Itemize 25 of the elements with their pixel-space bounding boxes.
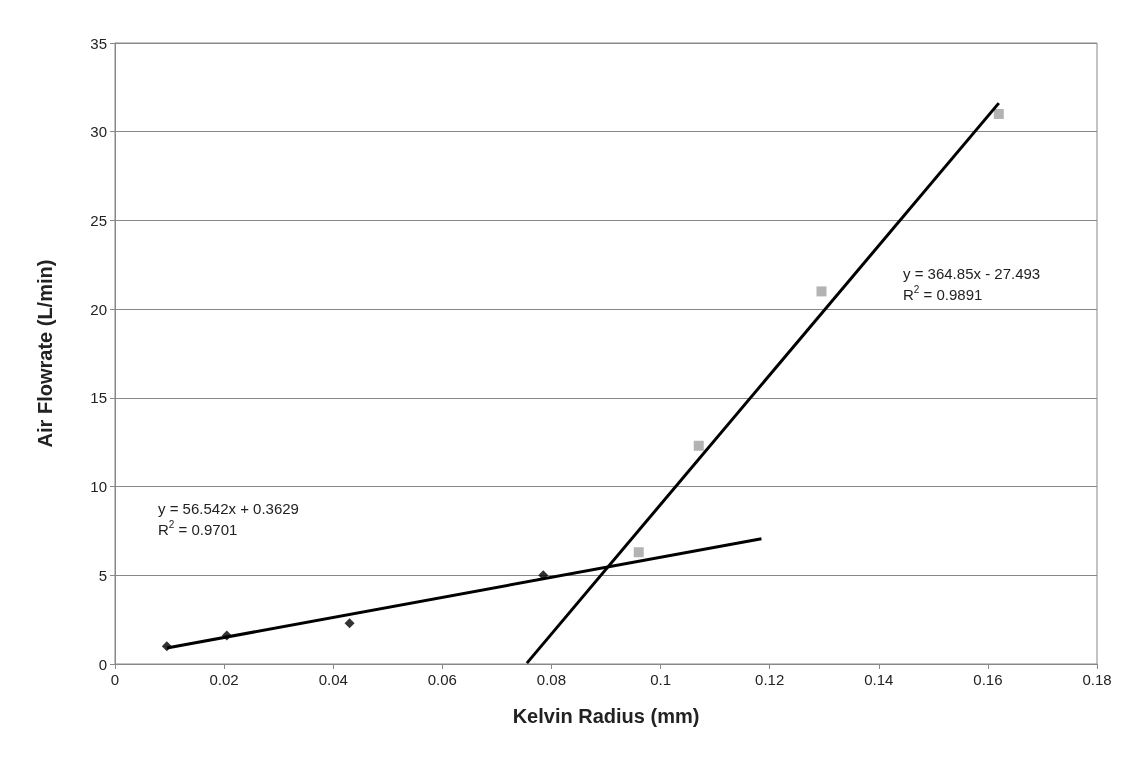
y-tick-label: 35: [90, 34, 107, 52]
y-axis-title: Air Flowrate (L/min): [34, 259, 56, 448]
y-tick-label: 30: [90, 123, 107, 141]
x-tick-label: 0.16: [973, 671, 1003, 688]
x-tick-label: 0.08: [536, 671, 567, 688]
point: [993, 108, 1004, 119]
point: [816, 286, 827, 297]
x-tick-label: 0.14: [864, 671, 894, 688]
y-tick-label: 25: [90, 211, 107, 229]
y-tick-label: 5: [98, 566, 107, 584]
x-axis-title: Kelvin Radius (mm): [512, 705, 700, 727]
x-tick-label: 0.06: [427, 671, 457, 688]
x-tick-label: 0.18: [1082, 671, 1112, 688]
x-tick-label: 0.04: [318, 671, 348, 688]
x-tick-label: 0.02: [209, 671, 239, 688]
x-tick-label: 0.1: [650, 671, 671, 688]
y-tick-label: 15: [90, 389, 107, 407]
y-tick-label: 20: [90, 300, 107, 318]
y-tick-label: 0: [98, 655, 107, 673]
y-tick-label: 10: [90, 478, 107, 496]
x-tick-label: 0: [110, 671, 120, 688]
point: [633, 547, 644, 558]
point: [344, 618, 355, 629]
x-tick-label: 0.12: [755, 671, 785, 688]
point: [693, 440, 704, 451]
